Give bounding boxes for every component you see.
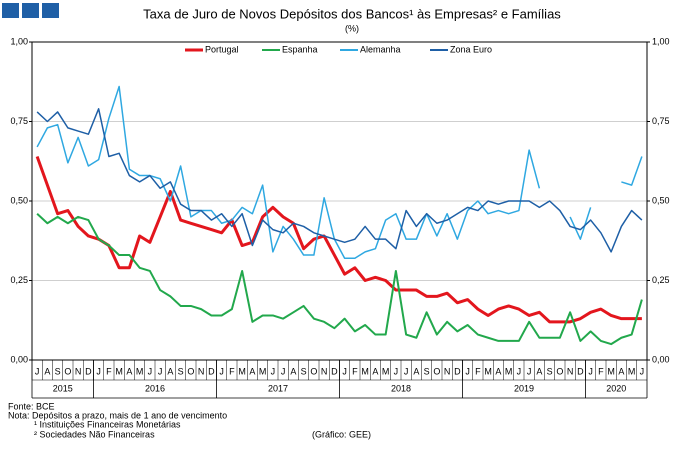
x-tick-label: J (465, 366, 470, 376)
x-tick-label: M (238, 366, 246, 376)
x-tick-label: A (618, 366, 624, 376)
x-tick-label: A (126, 366, 132, 376)
x-tick-label: N (198, 366, 205, 376)
year-label: 2018 (391, 383, 411, 393)
x-tick-label: A (290, 366, 296, 376)
y-tick-label: 1,00 (10, 36, 28, 46)
logo-block (22, 3, 39, 18)
x-tick-label: D (577, 366, 584, 376)
x-tick-label: N (321, 366, 328, 376)
series-line (36, 85, 643, 259)
x-tick-label: O (433, 366, 440, 376)
x-tick-label: M (136, 366, 144, 376)
x-tick-label: F (229, 366, 235, 376)
year-label: 2020 (606, 383, 626, 393)
x-tick-label: M (115, 366, 123, 376)
x-tick-label: J (281, 366, 286, 376)
x-tick-label: N (567, 366, 574, 376)
x-tick-label: N (444, 366, 451, 376)
y2-tick-label: 0,25 (652, 275, 670, 285)
x-tick-label: A (249, 366, 255, 376)
x-tick-label: J (588, 366, 593, 376)
x-tick-label: M (505, 366, 513, 376)
x-tick-label: J (394, 366, 399, 376)
chart-title: Taxa de Juro de Novos Depósitos dos Banc… (143, 6, 561, 21)
series-line (36, 212, 643, 346)
x-tick-label: A (372, 366, 378, 376)
x-tick-label: S (547, 366, 553, 376)
credit: (Gráfico: GEE) (312, 429, 371, 439)
x-tick-label: S (55, 366, 61, 376)
x-tick-label: J (404, 366, 409, 376)
x-tick-label: F (106, 366, 112, 376)
x-tick-label: O (187, 366, 194, 376)
note: ² Sociedades Não Financeiras (34, 429, 155, 439)
year-label: 2016 (145, 383, 165, 393)
y-tick-label: 0,25 (10, 275, 28, 285)
x-tick-label: D (208, 366, 215, 376)
source: Fonte: BCE (8, 401, 55, 411)
x-tick-label: J (527, 366, 532, 376)
x-tick-label: J (219, 366, 224, 376)
legend-label: Espanha (282, 44, 318, 54)
y2-tick-label: 0,00 (652, 354, 670, 364)
x-tick-label: N (75, 366, 82, 376)
legend-label: Portugal (205, 44, 239, 54)
x-tick-label: A (536, 366, 542, 376)
x-tick-label: A (44, 366, 50, 376)
y-tick-label: 0,00 (10, 354, 28, 364)
x-tick-label: A (495, 366, 501, 376)
x-tick-label: M (628, 366, 636, 376)
series-line (35, 155, 642, 324)
x-tick-label: A (413, 366, 419, 376)
x-tick-label: J (35, 366, 40, 376)
x-tick-label: M (361, 366, 369, 376)
x-tick-label: S (301, 366, 307, 376)
logo-block (2, 3, 19, 18)
legend-label: Zona Euro (450, 44, 492, 54)
x-tick-label: M (484, 366, 492, 376)
y2-tick-label: 1,00 (652, 36, 670, 46)
x-tick-label: J (342, 366, 347, 376)
x-tick-label: A (167, 366, 173, 376)
year-label: 2019 (514, 383, 534, 393)
y-tick-label: 0,75 (10, 116, 28, 126)
x-tick-label: S (178, 366, 184, 376)
y-tick-label: 0,50 (10, 195, 28, 205)
x-tick-label: O (64, 366, 71, 376)
x-tick-label: F (352, 366, 358, 376)
x-tick-label: J (158, 366, 163, 376)
x-tick-label: M (382, 366, 390, 376)
x-tick-label: D (454, 366, 461, 376)
x-tick-label: J (96, 366, 101, 376)
note: ¹ Instituições Financeiras Monetárias (34, 419, 181, 429)
x-tick-label: O (310, 366, 317, 376)
chart-subtitle: (%) (345, 23, 359, 33)
x-tick-label: S (424, 366, 430, 376)
x-tick-label: D (331, 366, 338, 376)
x-tick-label: J (517, 366, 522, 376)
series-line (36, 108, 643, 253)
y2-tick-label: 0,75 (652, 116, 670, 126)
legend-label: Alemanha (360, 44, 401, 54)
y2-tick-label: 0,50 (652, 195, 670, 205)
x-tick-label: J (271, 366, 276, 376)
x-tick-label: J (640, 366, 645, 376)
logo-block (42, 3, 59, 18)
x-tick-label: O (556, 366, 563, 376)
x-tick-label: J (148, 366, 153, 376)
x-tick-label: M (259, 366, 267, 376)
x-tick-label: F (475, 366, 481, 376)
x-tick-label: M (607, 366, 615, 376)
note: Nota: Depósitos a prazo, mais de 1 ano d… (8, 410, 227, 420)
year-label: 2017 (268, 383, 288, 393)
x-tick-label: F (598, 366, 604, 376)
year-label: 2015 (53, 383, 73, 393)
x-tick-label: D (85, 366, 92, 376)
